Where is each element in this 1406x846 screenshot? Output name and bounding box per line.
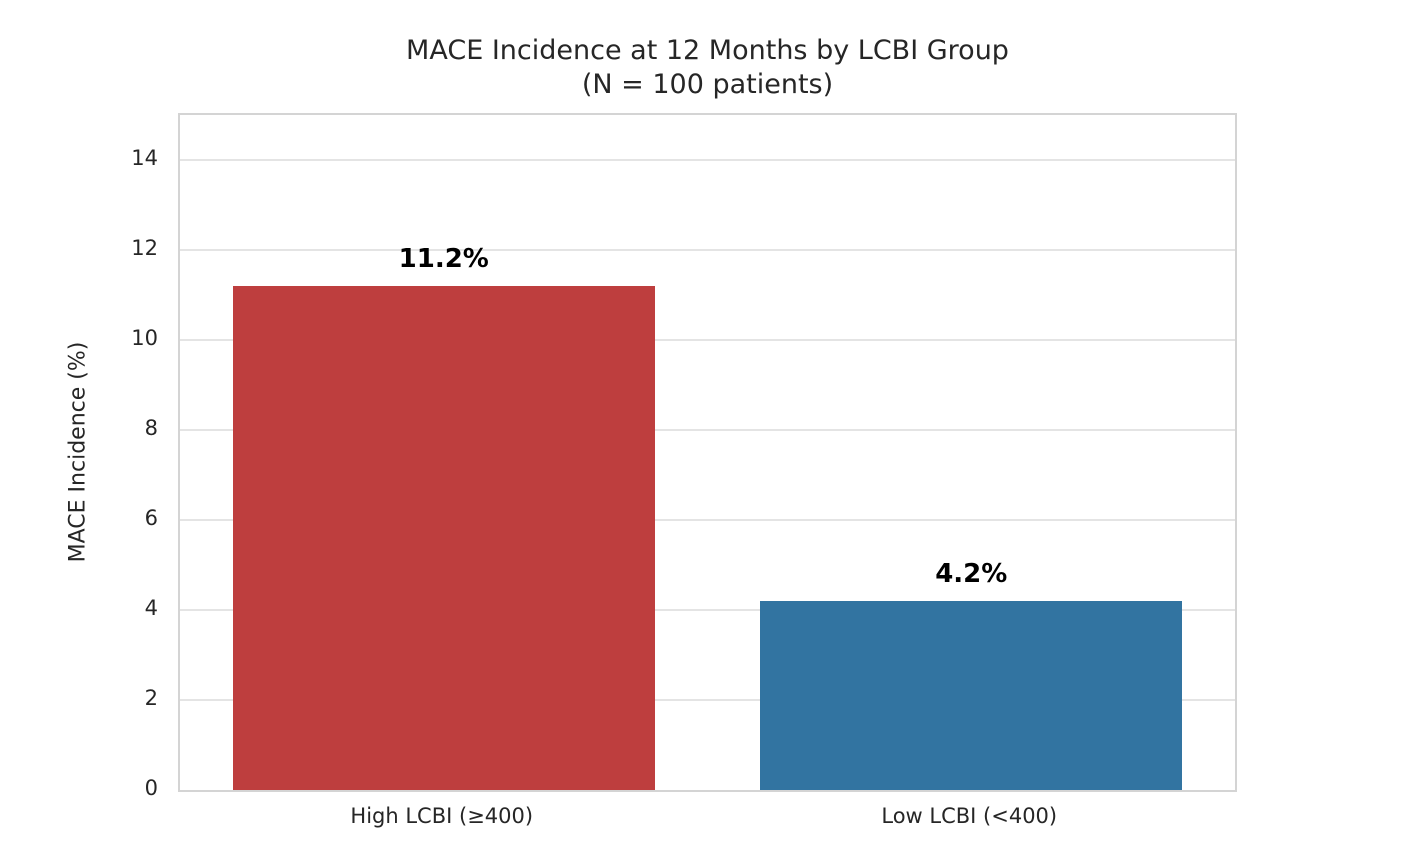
bar-value-label-1: 4.2% — [935, 559, 1008, 589]
y-tick-label-0: 0 — [144, 776, 158, 800]
plot-area: 11.2% 4.2% — [178, 113, 1237, 792]
gridline-y-14 — [180, 159, 1235, 161]
y-tick-label-4: 4 — [144, 596, 158, 620]
y-tick-label-14: 14 — [131, 146, 158, 170]
gridline-y-12 — [180, 249, 1235, 251]
y-tick-label-10: 10 — [131, 326, 158, 350]
y-axis-label-text: MACE Incidence (%) — [65, 341, 91, 563]
chart-subtitle: (N = 100 patients) — [581, 69, 834, 100]
gridline-y-4 — [180, 609, 1235, 611]
bar-0 — [232, 286, 655, 790]
x-tick-label-1: Low LCBI (<400) — [881, 804, 1058, 828]
gridline-y-8 — [180, 429, 1235, 431]
bar-value-label-0: 11.2% — [398, 244, 489, 274]
chart-title-block: MACE Incidence at 12 Months by LCBI Grou… — [178, 34, 1237, 102]
y-tick-label-12: 12 — [131, 236, 158, 260]
y-tick-label-6: 6 — [144, 506, 158, 530]
chart-title: MACE Incidence at 12 Months by LCBI Grou… — [406, 35, 1009, 66]
gridline-y-2 — [180, 699, 1235, 701]
y-tick-label-2: 2 — [144, 686, 158, 710]
bar-1 — [760, 601, 1183, 790]
gridline-y-6 — [180, 519, 1235, 521]
gridline-y-10 — [180, 339, 1235, 341]
x-tick-label-0: High LCBI (≥400) — [350, 804, 534, 828]
y-tick-label-8: 8 — [144, 416, 158, 440]
